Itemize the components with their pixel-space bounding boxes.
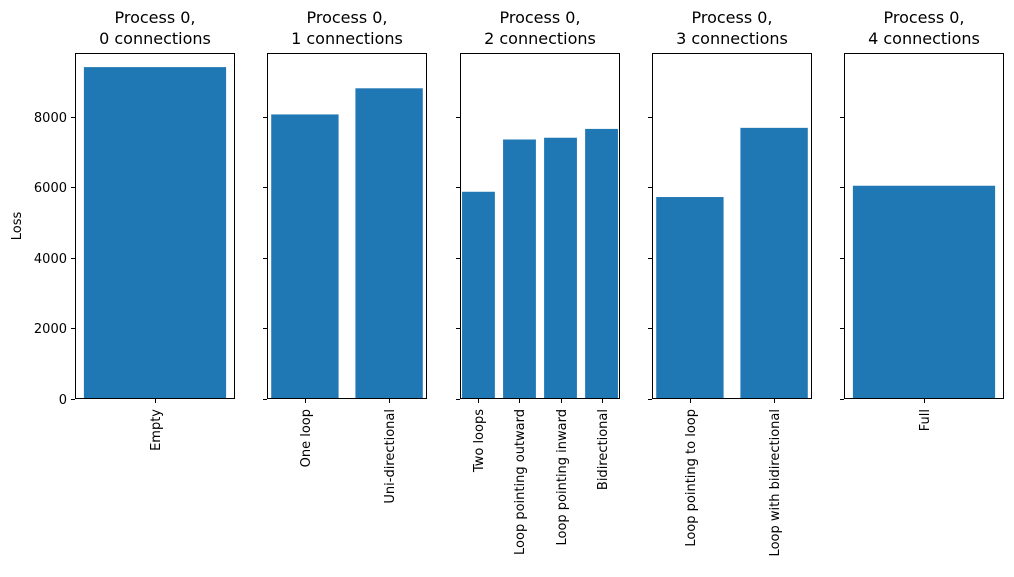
bar-0 [271,114,339,400]
bar-1 [355,88,423,399]
subplot-title-line2: 0 connections [99,29,211,48]
subplot-title-line2: 2 connections [484,29,596,48]
subplot-title-line2: 1 connections [291,29,403,48]
subplot-1: Process 0, 1 connections One loop Uni-direc… [263,8,427,504]
y-tick-label: 0 [59,393,67,408]
x-tick-label: Full [918,409,933,431]
subplot-4: Process 0, 4 connections Full [840,8,1004,431]
bar-0 [852,185,996,399]
bar-0 [83,67,227,400]
axes-frame [460,53,620,399]
y-tick-label: 8000 [34,111,67,126]
subplot-title-line2: 4 connections [868,29,980,48]
y-tick-label: 4000 [34,252,67,267]
subplot-0: Process 0, 0 connections 0 2000 4000 6000 8000… [10,8,235,451]
x-tick-label: Uni-directional [383,409,398,504]
axes-frame [267,53,427,399]
x-tick-label: Loop pointing to loop [684,409,699,547]
x-tick-label: One loop [299,409,314,467]
x-tick-label: Empty [149,409,164,451]
subplot-2: Process 0, 2 connections Two loops Loop poi… [456,8,620,555]
axes-frame [652,53,812,399]
bar-0 [462,191,495,399]
x-tick-label: Bidirectional [596,409,611,490]
subplot-title-line1: Process 0, [114,8,195,27]
y-axis-label: Loss [10,212,25,241]
subplot-title-line1: Process 0, [883,8,964,27]
bar-2 [544,137,577,400]
subplot-title-line1: Process 0, [691,8,772,27]
x-tick-label: Two loops [472,409,487,473]
subplot-3: Process 0, 3 connections Loop pointing to … [648,8,812,556]
y-tick-label: 6000 [34,181,67,196]
x-tick-label: Loop with bidirectional [768,409,783,556]
y-tick-label: 2000 [34,322,67,337]
x-tick-label: Loop pointing outward [513,409,528,555]
x-tick-label: Loop pointing inward [555,409,570,546]
bar-3 [585,128,618,400]
bar-0 [656,197,724,399]
subplot-title-line2: 3 connections [676,29,788,48]
subplot-title-line1: Process 0, [499,8,580,27]
bar-1 [503,139,536,399]
axes-frame [844,53,1004,399]
bar-1 [740,127,808,400]
subplot-title-line1: Process 0, [306,8,387,27]
axes-frame [75,53,235,399]
